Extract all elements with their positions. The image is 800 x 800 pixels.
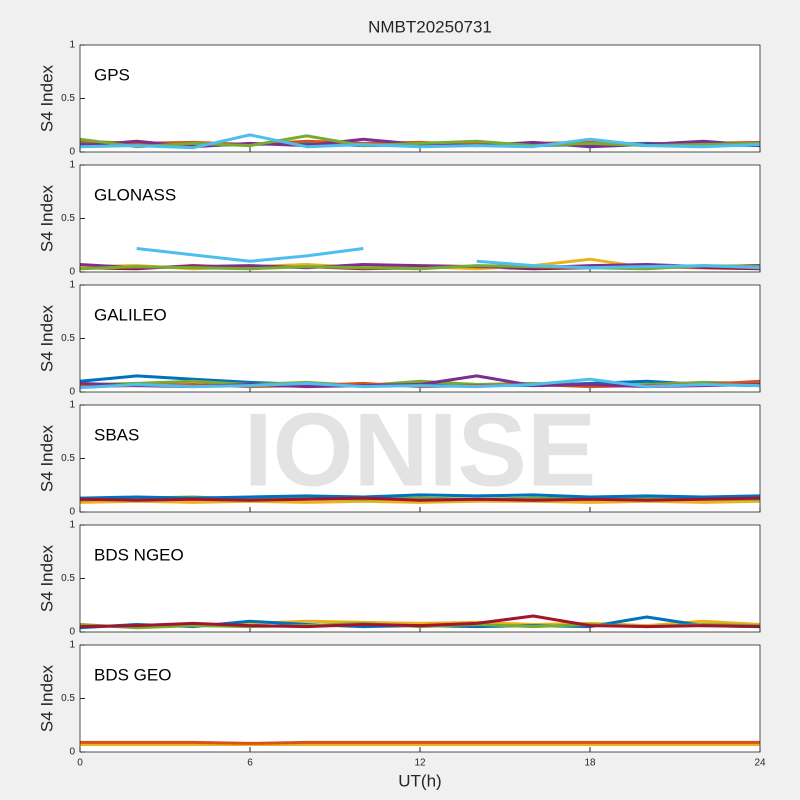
y-tick-label: 0.5 — [61, 453, 75, 464]
y-tick-label: 1 — [69, 40, 75, 51]
y-tick-label: 1 — [69, 520, 75, 531]
figure-title: NMBT20250731 — [368, 17, 492, 36]
x-tick-label: 12 — [414, 758, 426, 769]
y-axis-label: S4 Index — [37, 424, 56, 492]
y-axis-label: S4 Index — [37, 664, 56, 732]
series-line — [80, 740, 760, 745]
x-tick-label: 6 — [247, 758, 253, 769]
y-tick-label: 0.5 — [61, 213, 75, 224]
series-line — [79, 264, 761, 271]
axes-frame — [79, 404, 761, 513]
series-line — [79, 496, 761, 502]
axes-frame — [79, 644, 761, 753]
y-tick-label: 0.5 — [61, 333, 75, 344]
axes-background — [80, 645, 760, 752]
panel-label: BDS GEO — [94, 665, 171, 684]
panel-label: GLONASS — [94, 185, 176, 204]
y-tick-label: 0 — [69, 507, 75, 518]
x-tick-label: 0 — [77, 758, 83, 769]
panel-label: GPS — [94, 65, 130, 84]
x-tick-label: 24 — [754, 758, 766, 769]
y-tick-label: 0 — [69, 387, 75, 398]
y-tick-label: 0 — [69, 147, 75, 158]
series-line — [79, 133, 761, 150]
axes-frame — [79, 284, 761, 393]
y-tick-label: 0 — [69, 267, 75, 278]
y-axis-label: S4 Index — [37, 304, 56, 372]
y-tick-label: 0 — [69, 747, 75, 758]
y-axis-label: S4 Index — [37, 184, 56, 252]
axes-background — [80, 285, 760, 392]
axes-frame — [79, 524, 761, 633]
y-tick-label: 1 — [69, 280, 75, 291]
y-tick-label: 1 — [69, 400, 75, 411]
axes-background — [80, 525, 760, 632]
axes-background — [80, 165, 760, 272]
y-tick-label: 0.5 — [61, 93, 75, 104]
panel-label: SBAS — [94, 425, 139, 444]
series-line — [79, 377, 761, 390]
panel-label: GALILEO — [94, 305, 167, 324]
series-line — [79, 614, 761, 629]
panel-label: BDS NGEO — [94, 545, 184, 564]
axes-background — [80, 45, 760, 152]
y-tick-label: 1 — [69, 640, 75, 651]
y-tick-label: 0 — [69, 627, 75, 638]
y-tick-label: 0.5 — [61, 693, 75, 704]
y-axis-label: S4 Index — [37, 544, 56, 612]
axes-frame — [79, 44, 761, 153]
watermark: IONISE — [244, 392, 597, 508]
x-tick-label: 18 — [584, 758, 596, 769]
y-tick-label: 1 — [69, 160, 75, 171]
axes-frame — [79, 164, 761, 273]
y-axis-label: S4 Index — [37, 64, 56, 132]
y-tick-label: 0.5 — [61, 573, 75, 584]
x-axis-label: UT(h) — [398, 771, 441, 790]
series-line — [136, 247, 761, 270]
